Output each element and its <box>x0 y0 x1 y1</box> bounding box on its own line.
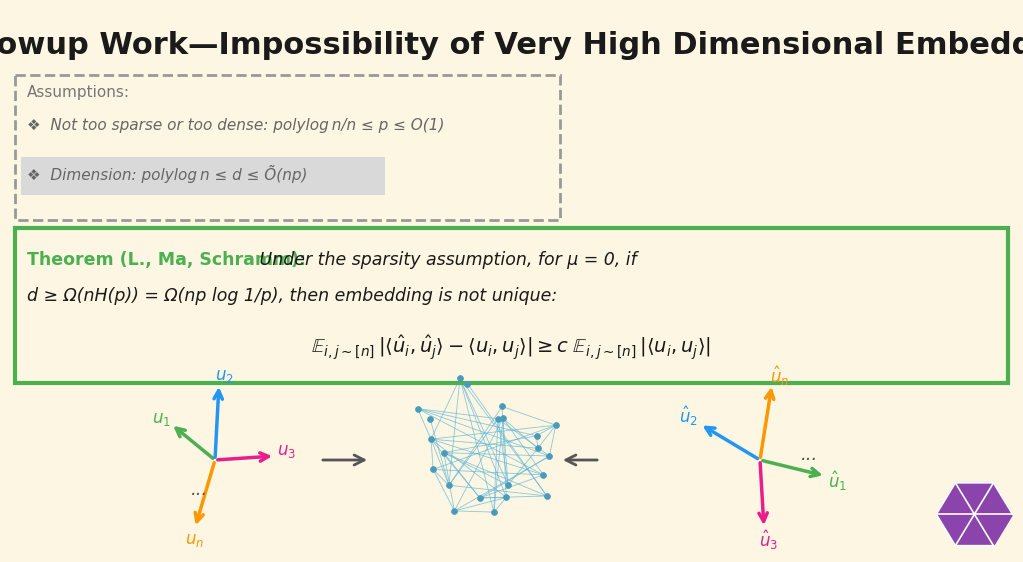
Text: $\hat{u}_n$: $\hat{u}_n$ <box>770 364 790 388</box>
Text: $u_1$: $u_1$ <box>151 410 171 428</box>
Text: ❖  Dimension: polylog n ≤ d ≤ Õ(np): ❖ Dimension: polylog n ≤ d ≤ Õ(np) <box>27 165 308 183</box>
Point <box>495 414 512 423</box>
Text: Under the sparsity assumption, for μ = 0, if: Under the sparsity assumption, for μ = 0… <box>254 251 636 269</box>
Point <box>436 448 452 457</box>
Text: $u_2$: $u_2$ <box>215 367 233 385</box>
Point <box>500 481 517 490</box>
Point <box>541 451 558 460</box>
Point <box>459 379 476 388</box>
Point <box>530 444 546 453</box>
Point <box>425 465 441 474</box>
Text: $\hat{u}_1$: $\hat{u}_1$ <box>828 469 847 493</box>
Text: $u_3$: $u_3$ <box>277 442 297 460</box>
Point <box>446 506 462 515</box>
Text: $\hat{u}_3$: $\hat{u}_3$ <box>759 528 779 552</box>
Polygon shape <box>936 483 1013 546</box>
Text: $u_n$: $u_n$ <box>185 531 205 549</box>
Text: ...: ... <box>191 481 209 499</box>
Text: d ≥ Ω(nH(p)) = Ω(np log 1/p), then embedding is not unique:: d ≥ Ω(nH(p)) = Ω(np log 1/p), then embed… <box>27 287 558 305</box>
Text: Followup Work—Impossibility of Very High Dimensional Embedding: Followup Work—Impossibility of Very High… <box>0 30 1023 60</box>
Point <box>547 420 564 429</box>
FancyBboxPatch shape <box>21 157 385 195</box>
Point <box>535 470 551 479</box>
Point <box>421 414 438 423</box>
Point <box>494 402 510 411</box>
Text: ❖  Not too sparse or too dense: polylog n/n ≤ p ≤ O(1): ❖ Not too sparse or too dense: polylog n… <box>27 118 445 133</box>
FancyBboxPatch shape <box>15 75 560 220</box>
Point <box>498 493 515 502</box>
Text: $\hat{u}_2$: $\hat{u}_2$ <box>678 404 698 428</box>
Point <box>486 507 502 516</box>
Point <box>472 493 488 502</box>
Point <box>539 491 555 500</box>
Point <box>409 404 426 413</box>
Point <box>490 414 506 423</box>
Point <box>441 481 457 490</box>
Text: $\mathbb{E}_{i,j\sim[n]}\,|\langle\hat{u}_i,\hat{u}_j\rangle - \langle u_i,u_j\r: $\mathbb{E}_{i,j\sim[n]}\,|\langle\hat{u… <box>311 334 711 362</box>
Point <box>528 432 544 441</box>
Point <box>422 434 439 443</box>
Text: Theorem (L., Ma, Schramm):: Theorem (L., Ma, Schramm): <box>27 251 306 269</box>
Text: Assumptions:: Assumptions: <box>27 85 130 100</box>
Text: ...: ... <box>801 446 818 464</box>
Point <box>452 374 469 383</box>
FancyBboxPatch shape <box>15 228 1008 383</box>
